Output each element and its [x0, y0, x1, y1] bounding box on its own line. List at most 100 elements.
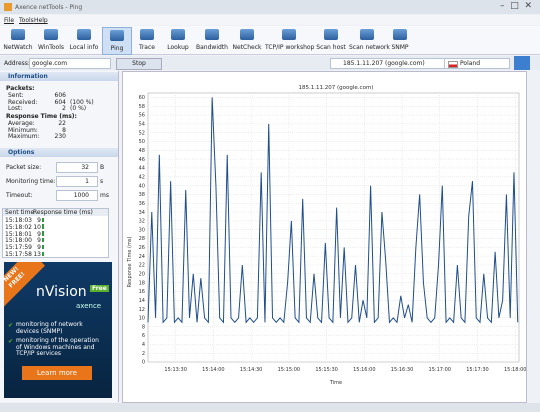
menu-item[interactable]: Help — [34, 17, 48, 24]
toolbar-button[interactable]: Lookup — [164, 27, 192, 53]
option-input[interactable]: 1 — [56, 176, 98, 187]
x-tick-label: 15:15:30 — [315, 367, 337, 373]
option-value: 1000 — [73, 192, 89, 199]
toolbar-button[interactable]: Trace — [133, 27, 161, 53]
menu-item[interactable]: Tools — [19, 17, 34, 24]
info-section: Packets: Sent: 606 Received: 604 (100 %) Lost:… — [0, 83, 118, 149]
toolbar-button[interactable]: Scan network — [349, 27, 390, 53]
address-input[interactable]: google.com — [29, 58, 111, 69]
country-field: Poland — [444, 58, 510, 69]
ad-check: ✔ — [8, 322, 14, 329]
y-tick-label: 4 — [142, 342, 145, 348]
info-value: 604 — [54, 98, 66, 106]
toolbar-button[interactable]: SNMP — [388, 27, 412, 53]
address-bar: Address: google.com Stop 185.1.11.207 (g… — [0, 56, 540, 70]
y-tick-label: 38 — [139, 192, 145, 198]
option-label: Timeout: — [6, 192, 33, 199]
options-header: Options — [0, 148, 118, 157]
info-key: Minimum: — [8, 126, 38, 134]
option-label: Packet size: — [6, 164, 42, 171]
y-tick-label: 22 — [139, 263, 145, 269]
y-tick-label: 20 — [139, 272, 145, 278]
ad-bullet: monitoring of network devices (SNMP) — [16, 321, 83, 335]
toolbar-label: NetCheck — [232, 44, 262, 51]
option-unit: B — [100, 164, 105, 171]
toolbar-icon — [205, 29, 219, 40]
y-tick-label: 12 — [139, 307, 145, 313]
y-tick-label: 44 — [139, 166, 145, 172]
y-tick-label: 0 — [142, 360, 145, 366]
ad-banner[interactable]: NEW! FREE! nVision Free axence ✔ monitoring of… — [4, 262, 112, 398]
y-tick-label: 34 — [139, 210, 145, 216]
y-tick-label: 54 — [139, 122, 145, 128]
y-tick-label: 50 — [139, 139, 145, 145]
log-bar — [42, 231, 44, 236]
option-label: Monitoring time: — [6, 178, 56, 185]
toolbar-label: SNMP — [391, 44, 409, 51]
y-tick-label: 28 — [139, 236, 145, 242]
window-controls[interactable]: – □ ✕ — [500, 1, 532, 11]
log-time: 15:18:00 — [5, 237, 32, 245]
toolbar-icon — [44, 29, 58, 40]
y-tick-label: 18 — [139, 280, 145, 286]
target-field: 185.1.11.207 (google.com) — [330, 58, 450, 69]
y-tick-label: 26 — [139, 245, 145, 251]
log-value: 9 — [37, 237, 41, 245]
y-tick-label: 16 — [139, 289, 145, 295]
option-input[interactable]: 32 — [56, 162, 98, 173]
toolbar-button[interactable]: TCP/IP workshop — [265, 27, 314, 53]
toolbar-button[interactable]: WinTools — [36, 27, 66, 53]
log-bar — [42, 237, 44, 243]
menu-bar: File Tools Help — [0, 15, 540, 25]
ad-brand: axence — [76, 302, 102, 310]
ad-tag: Free — [90, 285, 109, 292]
toolbar-button[interactable]: Local info — [69, 27, 99, 53]
toolbar-button[interactable]: NetCheck — [232, 27, 262, 53]
toolbar-icon — [110, 30, 124, 41]
country: Poland — [460, 60, 481, 67]
option-input[interactable]: 1000 — [56, 190, 98, 201]
y-tick-label: 46 — [139, 157, 145, 163]
info-extra: (0 %) — [70, 105, 87, 112]
toolbar-label: Trace — [139, 44, 155, 51]
toolbar-icon — [324, 29, 338, 40]
ad-check: ✔ — [8, 338, 14, 345]
log-bar — [42, 217, 44, 222]
toolbar-button[interactable]: NetWatch — [3, 27, 33, 53]
toolbar-label: Lookup — [167, 44, 189, 51]
y-tick-label: 52 — [139, 130, 145, 136]
toolbar-button[interactable]: Scan host — [316, 27, 346, 53]
x-tick-label: 15:13:30 — [164, 367, 186, 373]
info-value: 230 — [54, 133, 66, 140]
x-tick-label: 15:14:30 — [240, 367, 262, 373]
ad-button[interactable]: Learn more — [22, 366, 92, 380]
y-tick-label: 60 — [139, 95, 145, 101]
toolbar-label: Scan network — [349, 44, 390, 51]
info-value: 606 — [54, 92, 66, 99]
toolbar-icon — [393, 29, 407, 40]
log-bar — [42, 244, 44, 250]
log-column: Sent time — [5, 209, 35, 216]
y-tick-label: 30 — [139, 227, 145, 233]
window-title: Axence netTools - Ping — [15, 4, 83, 11]
y-tick-label: 56 — [139, 113, 145, 119]
side-panel: Information Packets: Sent: 606 Received: 604… — [0, 71, 119, 402]
stop-button[interactable]: Stop — [116, 58, 162, 70]
log-bar — [42, 224, 44, 229]
title-bar: Axence netTools - Ping – □ ✕ — [0, 0, 540, 14]
menu-item[interactable]: File — [4, 17, 15, 24]
app-icon — [4, 3, 12, 11]
option-value: 32 — [81, 164, 89, 171]
toolbar-button[interactable]: Ping — [102, 27, 132, 55]
x-tick-label: 15:14:00 — [202, 367, 224, 373]
toolbar-icon — [11, 29, 25, 40]
go-button[interactable] — [514, 56, 530, 70]
log-time: 15:17:59 — [5, 244, 32, 252]
option-unit: ms — [100, 192, 109, 199]
info-value: 2 — [62, 105, 66, 112]
y-tick-label: 42 — [139, 174, 145, 180]
toolbar-button[interactable]: Bandwidth — [195, 27, 229, 53]
info-extra: (100 %) — [70, 98, 94, 106]
toolbar-label: Bandwidth — [196, 44, 228, 51]
